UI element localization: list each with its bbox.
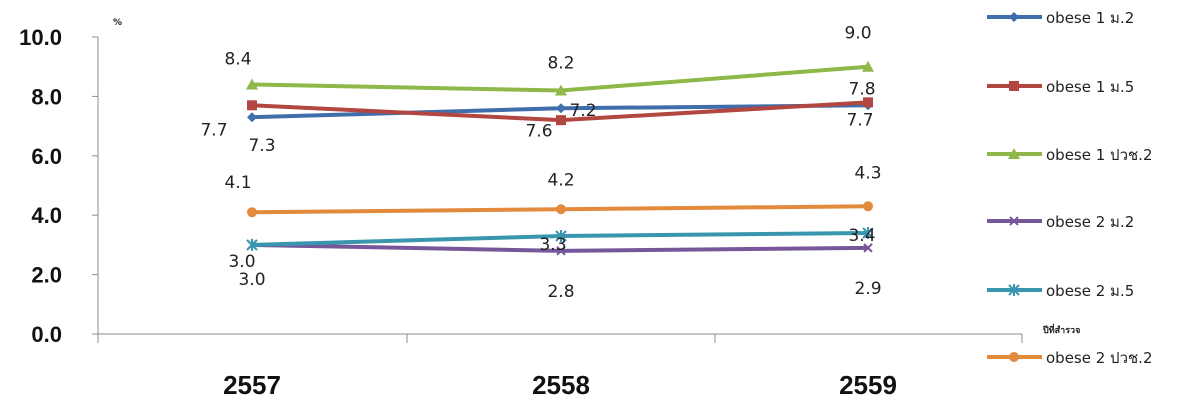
series-4 (246, 227, 874, 251)
x-tick-label: 2558 (532, 370, 590, 400)
data-point-marker (862, 227, 874, 240)
y-tick-label: 0.0 (31, 322, 62, 347)
data-point-marker (247, 207, 257, 218)
legend-item: obese 1 ปวช.2 (987, 146, 1153, 164)
legend-label: obese 1 ปวช.2 (1046, 146, 1153, 164)
data-label: 3.0 (228, 252, 255, 272)
y-tick-label: 2.0 (31, 263, 62, 288)
data-point-marker (862, 60, 874, 72)
data-label: 3.0 (238, 270, 265, 290)
data-label: 7.8 (848, 79, 875, 99)
x-tick-label: 2559 (839, 370, 897, 400)
legend-item: obese 1 ม.2 (987, 9, 1134, 27)
x-axis-label: ปีที่สำรวจ (1042, 323, 1081, 336)
data-point-marker (556, 204, 566, 215)
data-point-marker (863, 243, 873, 253)
legend-label: obese 2 ม.2 (1046, 213, 1134, 231)
legend: obese 1 ม.2 obese 1 ม.5 obese 1 ปวช.2 obese… (987, 9, 1153, 367)
series-5 (247, 201, 873, 218)
data-point-marker (556, 103, 566, 114)
data-label: 4.3 (854, 163, 881, 183)
data-point-marker (555, 84, 567, 96)
legend-marker (1009, 81, 1019, 91)
data-point-marker (555, 229, 567, 242)
data-label: 8.4 (224, 50, 251, 70)
data-label: 7.2 (569, 101, 596, 121)
legend-marker (1009, 12, 1019, 22)
axes: % ปีที่สำรวจ (97, 18, 1081, 336)
legend-marker (1009, 352, 1019, 362)
series-layer (246, 60, 874, 256)
legend-item: obese 1 ม.5 (987, 78, 1134, 96)
data-label: 2.8 (547, 282, 574, 302)
legend-label: obese 1 ม.5 (1046, 78, 1134, 96)
data-point-marker (556, 115, 566, 126)
x-tick-label: 2557 (223, 370, 281, 400)
data-point-marker (556, 246, 566, 256)
data-point-marker (863, 97, 873, 108)
data-label: 7.6 (525, 121, 552, 141)
data-point-marker (246, 238, 258, 251)
y-ticks: 0.0 2.0 4.0 6.0 8.0 10.0 (19, 25, 98, 347)
legend-marker (1009, 216, 1019, 226)
legend-marker (1008, 284, 1020, 296)
y-tick-label: 8.0 (31, 84, 62, 109)
data-label: 3.4 (848, 226, 875, 246)
series-1 (247, 97, 873, 126)
legend-item: obese 2 ม.2 (987, 213, 1134, 231)
legend-item: obese 2 ม.5 (987, 282, 1134, 300)
y-tick-label: 4.0 (31, 203, 62, 228)
legend-item: obese 2 ปวช.2 (987, 349, 1153, 367)
data-label: 9.0 (844, 24, 871, 44)
y-axis-label: % (113, 18, 122, 28)
data-label: 4.2 (547, 170, 574, 190)
data-label: 4.1 (224, 173, 251, 193)
y-tick-label: 6.0 (31, 144, 62, 169)
legend-label: obese 2 ปวช.2 (1046, 349, 1153, 367)
data-label: 2.9 (854, 279, 881, 299)
data-label: 8.2 (547, 53, 574, 73)
y-tick-label: 10.0 (19, 25, 62, 50)
data-labels: 7.3 7.6 7.7 7.7 7.2 7.8 8.4 8.2 9.0 3.0 2.8 2.9 3.0 3… (200, 24, 881, 302)
legend-label: obese 1 ม.2 (1046, 9, 1134, 27)
legend-marker (1008, 148, 1020, 159)
data-point-marker (247, 100, 257, 111)
data-label: 3.3 (539, 235, 566, 255)
legend-label: obese 2 ม.5 (1046, 282, 1134, 300)
data-point-marker (247, 112, 257, 123)
x-ticks: 2557 2558 2559 (97, 334, 1023, 400)
data-label: 7.7 (846, 110, 873, 130)
data-point-marker (246, 78, 258, 90)
data-label: 7.3 (248, 136, 275, 156)
data-point-marker (863, 201, 873, 212)
series-2 (246, 60, 874, 96)
data-label: 7.7 (200, 120, 227, 140)
